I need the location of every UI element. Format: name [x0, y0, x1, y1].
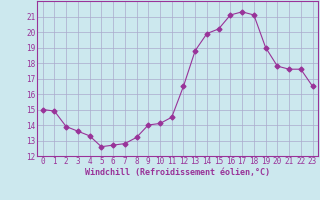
X-axis label: Windchill (Refroidissement éolien,°C): Windchill (Refroidissement éolien,°C): [85, 168, 270, 177]
